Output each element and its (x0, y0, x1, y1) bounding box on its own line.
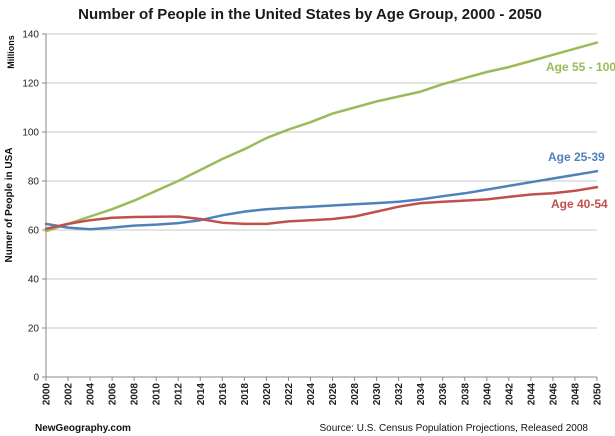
x-tick-label: 2004 (86, 383, 97, 406)
y-tick-label: 0 (33, 373, 39, 384)
x-tick-label: 2046 (548, 383, 559, 406)
series-line-age-40-54 (44, 185, 599, 231)
x-tick-label: 2044 (526, 383, 537, 406)
x-tick-label: 2028 (350, 383, 361, 406)
series-label: Age 40-54 (551, 197, 608, 211)
chart-title: Number of People in the United States by… (78, 6, 542, 23)
x-tick-label: 2014 (196, 383, 207, 406)
y-tick-label: 40 (28, 275, 40, 286)
x-tick-label: 2038 (460, 383, 471, 406)
x-tick-label: 2048 (570, 383, 581, 406)
x-tick-label: 2022 (284, 383, 295, 406)
y-tick-label: 100 (22, 128, 39, 139)
y-axis-label: Numer of People in USA (4, 147, 15, 262)
series-line-age-55-100 (44, 41, 599, 233)
x-tick-label: 2034 (416, 383, 427, 406)
x-tick-label: 2026 (328, 383, 339, 406)
y-axis-ticks: 0 20 40 60 80 100 120 140 (22, 30, 46, 384)
footer-source: Source: U.S. Census Population Projectio… (320, 423, 589, 434)
x-tick-label: 2018 (240, 383, 251, 406)
x-tick-label: 2042 (504, 383, 515, 406)
x-tick-label: 2012 (174, 383, 185, 406)
x-tick-label: 2050 (593, 383, 604, 406)
gridlines (46, 33, 597, 329)
series-labels: Age 55 - 100 Age 25-39 Age 40-54 (546, 60, 615, 211)
x-tick-label: 2006 (108, 383, 119, 406)
axes (45, 34, 597, 378)
x-tick-label: 2000 (42, 383, 53, 406)
x-tick-label: 2024 (306, 383, 317, 406)
x-tick-label: 2036 (438, 383, 449, 406)
x-tick-label: 2010 (152, 383, 163, 406)
series-lines (44, 41, 599, 233)
x-tick-label: 2030 (372, 383, 383, 406)
x-tick-label: 2032 (394, 383, 405, 406)
x-tick-label: 2040 (482, 383, 493, 406)
footer-site: NewGeography.com (35, 423, 131, 434)
series-label: Age 25-39 (548, 150, 605, 164)
x-axis-ticks: 2000 2002 2004 2006 2008 2010 2012 2014 2016 2018… (42, 377, 604, 405)
series-line-age-25-39 (44, 169, 599, 231)
x-tick-label: 2020 (262, 383, 273, 406)
series-label: Age 55 - 100 (546, 60, 615, 74)
x-tick-label: 2002 (64, 383, 75, 406)
units-label: Millions (6, 35, 16, 69)
y-tick-label: 140 (22, 30, 39, 41)
y-tick-label: 80 (28, 177, 40, 188)
y-tick-label: 60 (28, 226, 40, 237)
x-tick-label: 2016 (218, 383, 229, 406)
y-tick-label: 120 (22, 79, 39, 90)
y-tick-label: 20 (28, 324, 40, 335)
x-tick-label: 2008 (130, 383, 141, 406)
